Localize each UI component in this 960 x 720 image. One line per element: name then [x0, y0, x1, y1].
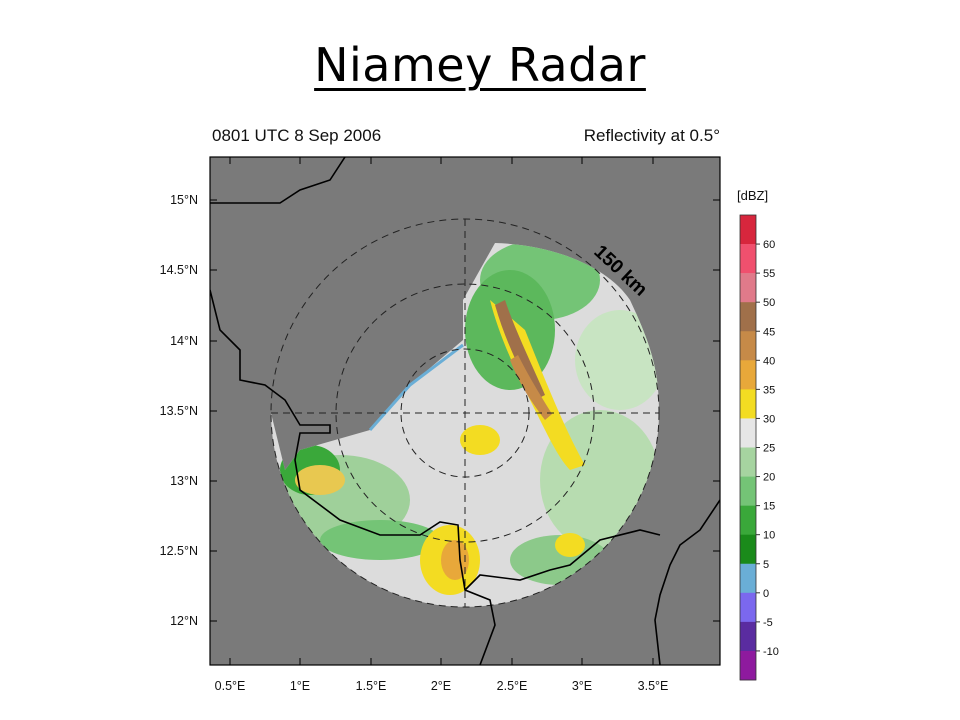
colorbar-level-label: 25 [763, 443, 775, 455]
colorbar-swatch [740, 215, 756, 245]
echo-yellow-se [555, 533, 585, 557]
colorbar-swatch [740, 592, 756, 623]
lat-label: 12.5°N [160, 544, 198, 558]
lon-label: 2°E [431, 679, 451, 693]
echo-orange-core [510, 355, 552, 420]
colorbar-level-label: 15 [763, 501, 775, 513]
colorbar-level-label: 45 [763, 326, 775, 338]
colorbar-level-label: 10 [763, 530, 775, 542]
map-panel: 150 km [160, 156, 721, 693]
lat-label: 13°N [170, 474, 198, 488]
echo-yellow-center [460, 425, 500, 455]
product-label: Reflectivity at 0.5° [584, 126, 720, 145]
range-rings [270, 218, 660, 608]
echo-fringe [368, 343, 464, 431]
lon-label: 1°E [290, 679, 310, 693]
colorbar-level-label: 5 [763, 559, 769, 571]
colorbar-level-label: 35 [763, 384, 775, 396]
echo-yellow-sw [295, 465, 345, 495]
lon-label: 0.5°E [215, 679, 246, 693]
lat-label: 15°N [170, 193, 198, 207]
lat-label: 14°N [170, 334, 198, 348]
axis-ticks [210, 157, 720, 665]
colorbar-level-label: 0 [763, 588, 769, 600]
country-borders [210, 157, 720, 665]
colorbar-swatch [740, 534, 756, 565]
colorbar-level-label: 60 [763, 239, 775, 251]
lon-labels: 0.5°E 1°E 1.5°E 2°E 2.5°E 3°E 3.5°E [215, 679, 669, 693]
colorbar-swatch [740, 447, 756, 477]
colorbar-swatch [740, 418, 756, 448]
border-north [210, 157, 346, 204]
range-ring-100km [335, 283, 595, 543]
border-south [464, 529, 661, 591]
colorbar-swatch [740, 563, 756, 594]
colorbar-level-label: 55 [763, 268, 775, 280]
timestamp-label: 0801 UTC 8 Sep 2006 [212, 126, 381, 145]
lon-label: 3.5°E [638, 679, 669, 693]
lon-label: 3°E [572, 679, 592, 693]
colorbar-swatch [740, 476, 756, 506]
colorbar-unit: [dBZ] [737, 188, 768, 203]
lon-label: 2.5°E [497, 679, 528, 693]
echo-brown-core [495, 300, 545, 400]
lat-label: 13.5°N [160, 404, 198, 418]
colorbar-swatch [740, 389, 756, 419]
lat-label: 12°N [170, 614, 198, 628]
colorbar-swatch [740, 302, 756, 332]
colorbar-swatch [740, 505, 756, 535]
lon-label: 1.5°E [356, 679, 387, 693]
colorbar-swatch [740, 621, 756, 652]
colorbar-level-label: 50 [763, 297, 775, 309]
echo-green-s [320, 520, 440, 560]
slide-title: Niamey Radar [314, 38, 646, 92]
colorbar-swatches [739, 214, 760, 681]
colorbar-level-label: 30 [763, 413, 775, 425]
colorbar-swatch [740, 244, 756, 274]
echo-light-e [575, 310, 659, 410]
colorbar-swatch [740, 360, 756, 390]
border-east [654, 499, 720, 665]
colorbar-level-label: -10 [763, 646, 779, 658]
colorbar-swatch [740, 650, 756, 681]
colorbar-swatch [740, 331, 756, 361]
colorbar-level-label: 20 [763, 472, 775, 484]
lat-label: 14.5°N [160, 263, 198, 277]
colorbar-swatch [740, 273, 756, 303]
border-west [210, 289, 496, 665]
colorbar-level-label: 40 [763, 355, 775, 367]
lat-labels: 15°N 14.5°N 14°N 13.5°N 13°N 12.5°N 12°N [160, 193, 198, 628]
colorbar-level-label: -5 [763, 617, 773, 629]
